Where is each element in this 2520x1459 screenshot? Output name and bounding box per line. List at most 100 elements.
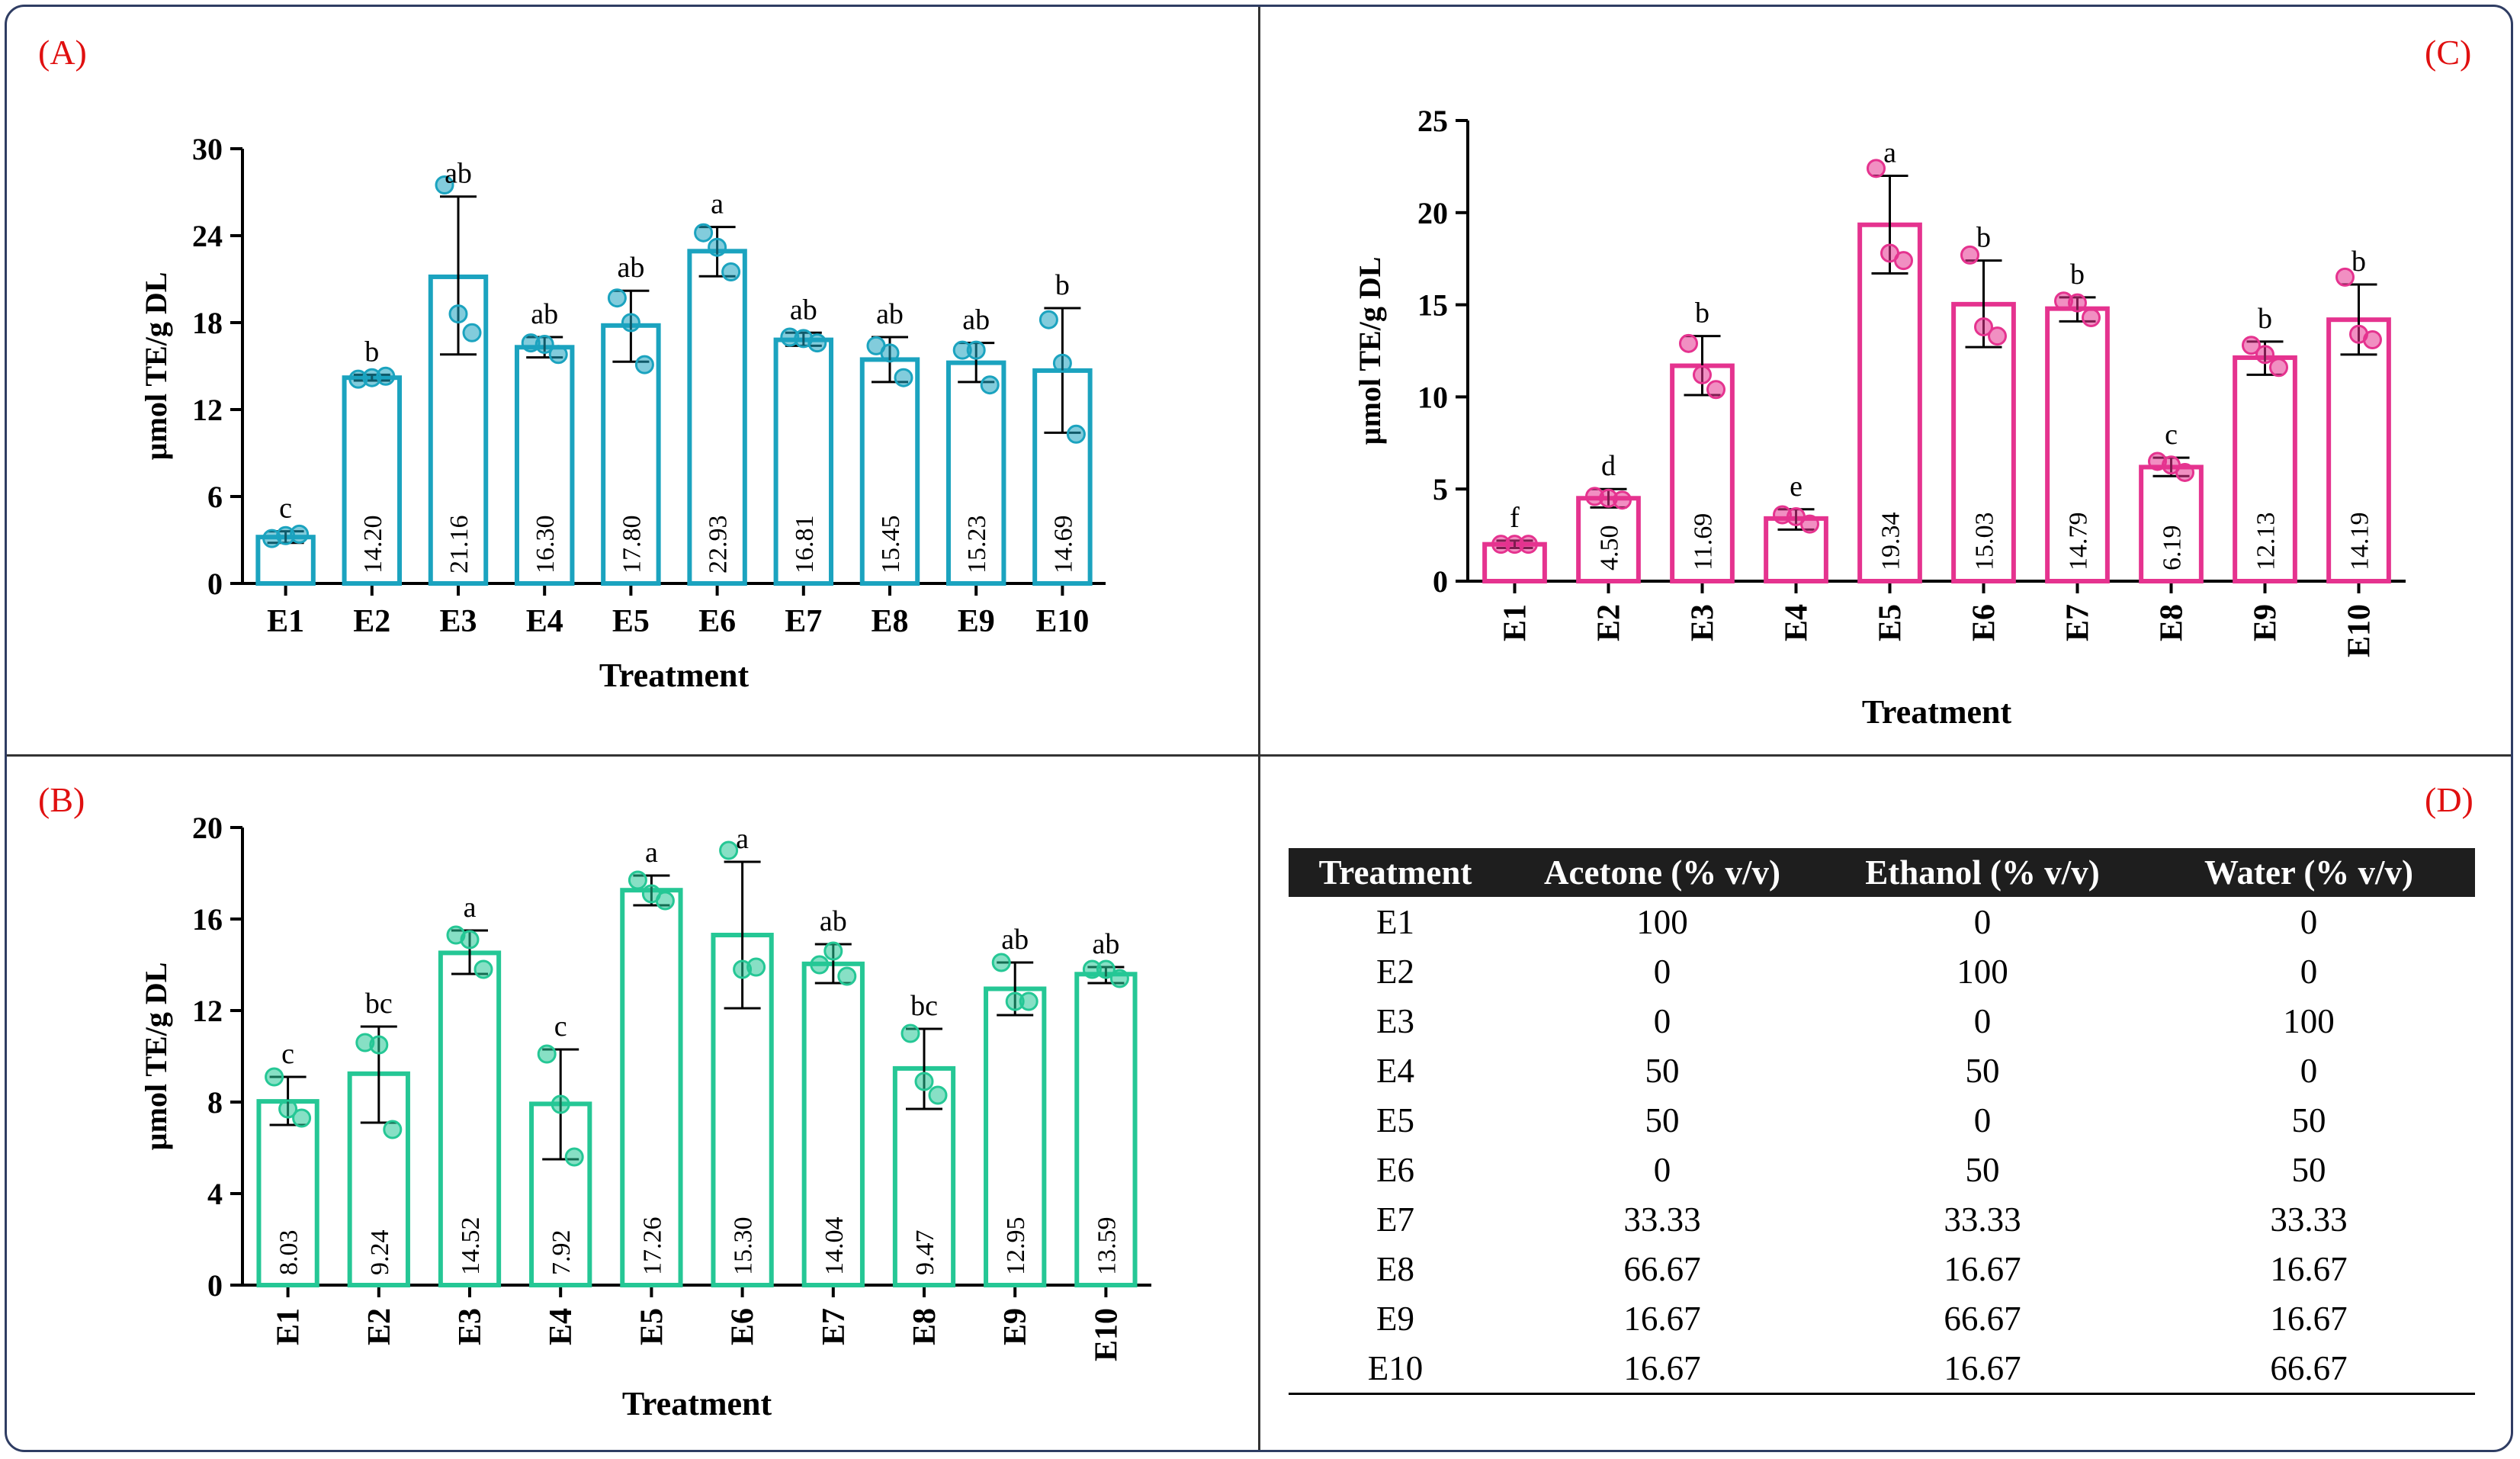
x-tick-label: E3 <box>439 604 477 639</box>
x-tick-label: E10 <box>1089 1308 1124 1361</box>
table-header-acetone: Acetone (% v/v) <box>1502 848 1822 897</box>
table-cell: 33.33 <box>1623 1200 1701 1239</box>
data-point <box>708 237 727 257</box>
table-cell: 100 <box>1636 902 1688 941</box>
significance-letter: b <box>364 336 379 368</box>
table-header-water: Water (% v/v) <box>2143 848 2475 897</box>
x-tick-label: E9 <box>958 604 995 639</box>
significance-letter: ab <box>617 252 644 284</box>
chart-a: 0 6 12 18 24 30 µmol TE/g DL Treatment c E1 14.20 b… <box>139 132 1106 694</box>
x-axis-title: Treatment <box>622 1385 772 1422</box>
significance-letter: e <box>1790 471 1803 503</box>
bar-value-label: 15.03 <box>1971 513 1999 571</box>
y-axis-title: µmol TE/g DL <box>139 272 173 461</box>
data-point <box>746 957 766 977</box>
bar-value-label: 14.69 <box>1049 516 1077 574</box>
bar <box>514 345 575 586</box>
panel-label-a: (A) <box>38 33 87 72</box>
x-tick-label: E9 <box>998 1308 1033 1345</box>
significance-letter: c <box>279 493 292 525</box>
data-point <box>914 1072 934 1091</box>
table-cell: 0 <box>1653 1001 1671 1040</box>
data-point <box>1974 317 1993 337</box>
bar-value-label: 19.34 <box>1877 513 1905 571</box>
y-axis-title: µmol TE/g DL <box>1353 257 1387 445</box>
data-point <box>628 870 647 890</box>
table-row: E1 100 0 0 <box>1289 897 2475 946</box>
data-point <box>837 966 857 986</box>
y-tick-label: 18 <box>192 306 223 340</box>
panel-label-b: (B) <box>38 780 85 819</box>
x-tick-label: E1 <box>267 604 304 639</box>
data-point <box>265 1067 284 1087</box>
x-tick-label: E8 <box>871 604 908 639</box>
y-tick-label: 0 <box>207 1268 223 1303</box>
y-tick-label: 4 <box>207 1177 223 1211</box>
y-tick-label: 15 <box>1417 288 1448 323</box>
x-tick-label: E2 <box>353 604 390 639</box>
significance-letter: c <box>554 1011 567 1043</box>
data-point <box>810 955 830 975</box>
data-point <box>2175 462 2194 482</box>
significance-letter: ab <box>1092 928 1119 960</box>
x-tick-label: E1 <box>1498 604 1533 641</box>
bar <box>2139 464 2204 583</box>
significance-letter: ab <box>1001 924 1029 956</box>
data-point <box>807 333 827 353</box>
bar-value-label: 16.81 <box>791 516 819 574</box>
table-cell: 100 <box>1957 952 2008 991</box>
data-point <box>719 840 739 860</box>
data-point <box>1519 535 1538 554</box>
table-cell: 66.67 <box>1623 1249 1701 1288</box>
x-tick-label: E7 <box>785 604 822 639</box>
bar-value-label: 16.30 <box>531 516 560 574</box>
data-point <box>928 1085 948 1105</box>
data-point <box>694 223 714 243</box>
horizontal-divider <box>7 754 2511 757</box>
data-point <box>2082 308 2101 328</box>
panel-label-d: (D) <box>2425 780 2473 819</box>
bar-value-label: 15.30 <box>730 1217 758 1276</box>
bar-value-label: 14.79 <box>2065 513 2093 571</box>
table-header-ethanol: Ethanol (% v/v) <box>1822 848 2143 897</box>
significance-letter: b <box>2258 303 2272 335</box>
data-point <box>1960 245 1979 265</box>
table-cell: 16.67 <box>2270 1249 2348 1288</box>
data-point <box>1988 326 2007 346</box>
table-cell: E2 <box>1376 952 1414 991</box>
y-tick-label: 30 <box>192 132 223 166</box>
bar-value-label: 14.20 <box>359 516 387 574</box>
data-point <box>564 1147 584 1167</box>
x-tick-label: E3 <box>1686 604 1721 641</box>
solvent-composition-table: Treatment Acetone (% v/v) Ethanol (% v/v… <box>1289 848 2475 1395</box>
significance-letter: ab <box>820 905 847 937</box>
data-point <box>383 1120 403 1139</box>
x-tick-label: E5 <box>1873 604 1908 641</box>
significance-letter: ab <box>445 158 472 190</box>
table-row: E9 16.67 66.67 16.67 <box>1289 1293 2475 1343</box>
data-point <box>607 288 627 308</box>
bar-value-label: 7.92 <box>547 1230 576 1276</box>
y-tick-label: 0 <box>207 567 223 601</box>
table-cell: 16.67 <box>1502 1343 1822 1395</box>
table-cell: 100 <box>2283 1001 2335 1040</box>
data-point <box>1066 424 1086 444</box>
table-cell: E3 <box>1376 1001 1414 1040</box>
table-row: E7 33.33 33.33 33.33 <box>1289 1194 2475 1244</box>
table-cell: 0 <box>1973 902 1992 941</box>
y-tick-label: 5 <box>1433 472 1448 506</box>
table-cell: 66.67 <box>2143 1343 2475 1395</box>
data-point <box>2269 358 2288 378</box>
x-tick-label: E2 <box>1592 604 1627 641</box>
table-cell: E10 <box>1289 1343 1502 1395</box>
bar <box>2233 355 2297 583</box>
data-point <box>900 1024 920 1043</box>
x-tick-label: E5 <box>634 1308 669 1345</box>
table-cell: 50 <box>2291 1101 2326 1139</box>
data-point <box>823 941 843 961</box>
bar-value-label: 8.03 <box>275 1230 303 1276</box>
data-point <box>721 262 741 281</box>
y-tick-label: 10 <box>1417 380 1448 414</box>
significance-letter: a <box>645 837 658 869</box>
bar <box>945 360 1006 586</box>
